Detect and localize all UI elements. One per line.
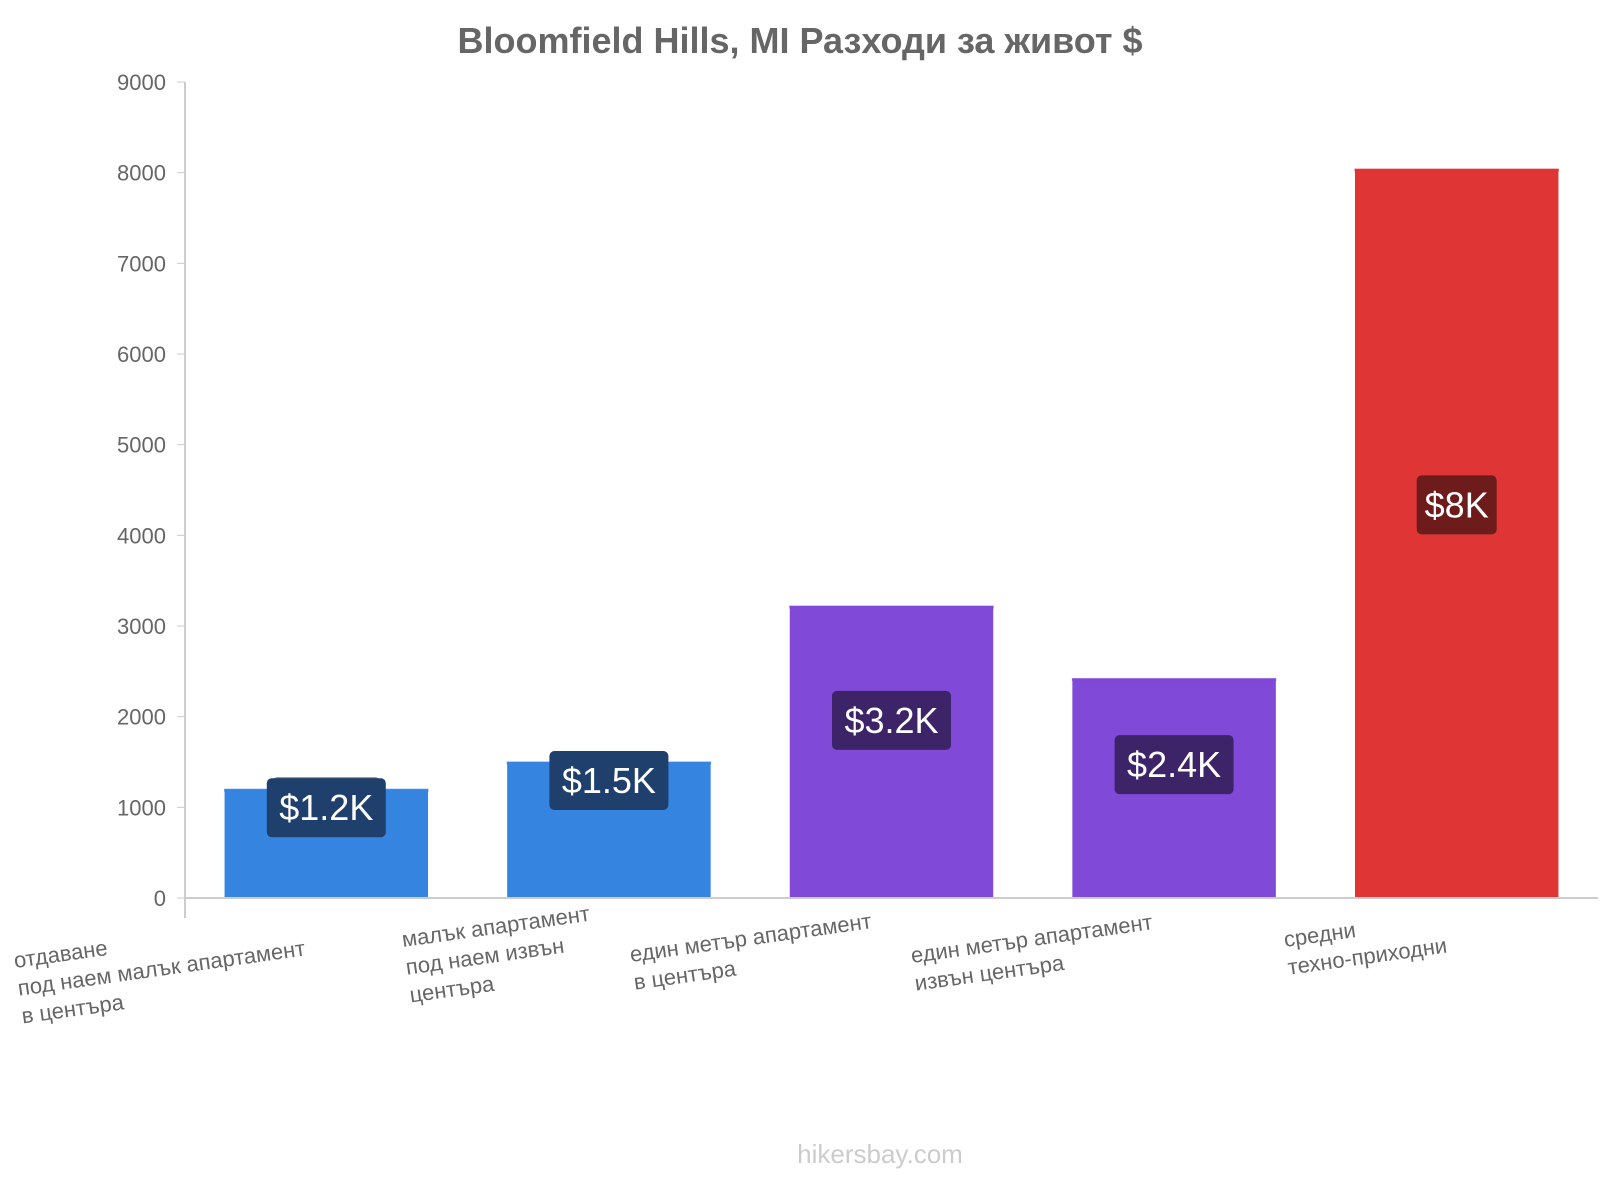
y-tick-label: 4000: [117, 523, 166, 548]
y-tick-label: 8000: [117, 161, 166, 186]
y-tick-label: 6000: [117, 342, 166, 367]
bar-top-edge: [1071, 678, 1277, 682]
x-category-label-line: един метър апартамент: [628, 908, 873, 967]
bar: [789, 606, 994, 898]
y-axis: 0 1000 2000 3000 4000 5000 6000 7000 8000 9000: [117, 70, 186, 918]
bar-top-edge: [789, 605, 994, 609]
data-label: $2.4K: [1127, 744, 1221, 785]
data-label-box: [832, 690, 951, 750]
y-tick-label: 0: [154, 886, 166, 911]
data-label: $1.5K: [562, 760, 656, 801]
data-label: $1.2K: [279, 787, 373, 828]
data-label-box: [549, 751, 669, 810]
y-tick-label: 7000: [117, 251, 166, 276]
data-label: $3.2K: [844, 700, 938, 741]
y-tick-label: 5000: [117, 433, 166, 458]
y-tick-label: 2000: [117, 705, 166, 730]
y-tick-label: 1000: [117, 795, 166, 820]
data-label-box: [266, 778, 386, 838]
bars: $1.2K $1.5K $3.2K $2.4K $8K: [224, 168, 1559, 899]
data-label-box: [1114, 735, 1234, 795]
chart-title: Bloomfield Hills, MI Разходи за живот $: [457, 20, 1142, 61]
y-tick-label: 9000: [117, 70, 166, 95]
bar-top-edge: [1354, 168, 1559, 172]
data-label: $8K: [1425, 484, 1489, 525]
data-label-box: [1416, 475, 1497, 535]
y-tick-label: 3000: [117, 614, 166, 639]
watermark: hikersbay.com: [797, 1139, 963, 1169]
